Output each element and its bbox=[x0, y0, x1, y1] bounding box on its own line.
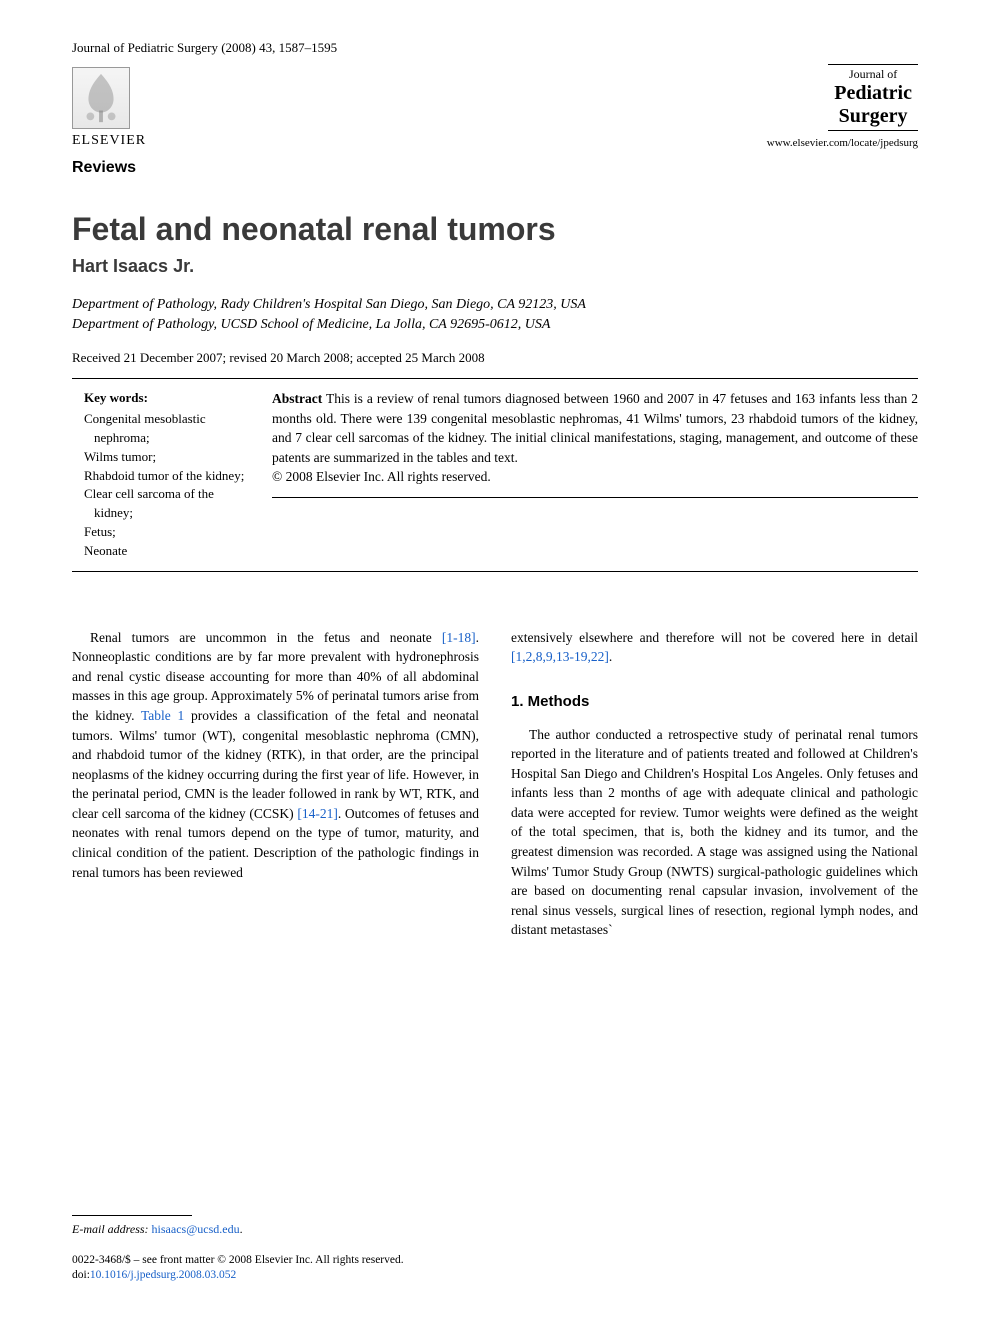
journal-logo-line2: Pediatric bbox=[834, 82, 912, 105]
keyword-item: Clear cell sarcoma of the kidney; bbox=[84, 485, 252, 523]
intro-continuation: extensively elsewhere and therefore will… bbox=[511, 628, 918, 667]
keywords-column: Key words: Congenital mesoblastic nephro… bbox=[72, 389, 252, 561]
article-dates: Received 21 December 2007; revised 20 Ma… bbox=[72, 350, 918, 366]
journal-logo-line1: Journal of bbox=[834, 67, 912, 82]
citation-link[interactable]: [1-18] bbox=[442, 630, 476, 645]
front-matter-line: 0022-3468/$ – see front matter © 2008 El… bbox=[72, 1253, 472, 1269]
page-footer: E-mail address: hisaacs@ucsd.edu. 0022-3… bbox=[72, 1215, 472, 1284]
header-row: Journal of Pediatric Surgery (2008) 43, … bbox=[72, 40, 918, 56]
footer-rule bbox=[72, 1215, 192, 1216]
keyword-item: Wilms tumor; bbox=[84, 448, 252, 467]
abstract-column: Abstract This is a review of renal tumor… bbox=[272, 389, 918, 498]
keyword-item: Rhabdoid tumor of the kidney; bbox=[84, 467, 252, 486]
intro-text: . bbox=[609, 649, 612, 664]
affiliations: Department of Pathology, Rady Children's… bbox=[72, 295, 918, 334]
affiliation-1: Department of Pathology, Rady Children's… bbox=[72, 295, 918, 315]
methods-paragraph: The author conducted a retrospective stu… bbox=[511, 725, 918, 940]
intro-paragraph: Renal tumors are uncommon in the fetus a… bbox=[72, 628, 479, 882]
keyword-item: Fetus; bbox=[84, 523, 252, 542]
methods-heading: 1. Methods bbox=[511, 691, 918, 713]
email-period: . bbox=[240, 1222, 243, 1236]
doi-label: doi: bbox=[72, 1269, 90, 1281]
elsevier-tree-icon bbox=[72, 67, 130, 129]
journal-logo: Journal of Pediatric Surgery bbox=[828, 64, 918, 131]
affiliation-2: Department of Pathology, UCSD School of … bbox=[72, 315, 918, 335]
journal-logo-block: Journal of Pediatric Surgery www.elsevie… bbox=[767, 64, 918, 149]
journal-url: www.elsevier.com/locate/jpedsurg bbox=[767, 137, 918, 149]
abstract-copyright: © 2008 Elsevier Inc. All rights reserved… bbox=[272, 467, 918, 487]
intro-text: provides a classification of the fetal a… bbox=[72, 708, 479, 821]
article-section-label: Reviews bbox=[72, 159, 918, 177]
email-link[interactable]: hisaacs@ucsd.edu bbox=[152, 1222, 240, 1236]
paper-title: Fetal and neonatal renal tumors bbox=[72, 211, 918, 248]
author-name: Hart Isaacs Jr. bbox=[72, 256, 918, 277]
keyword-item: Congenital mesoblastic nephroma; bbox=[84, 410, 252, 448]
citation-link[interactable]: [1,2,8,9,13-19,22] bbox=[511, 649, 609, 664]
intro-text: Renal tumors are uncommon in the fetus a… bbox=[90, 630, 442, 645]
abstract-block: Key words: Congenital mesoblastic nephro… bbox=[72, 378, 918, 572]
body-columns: Renal tumors are uncommon in the fetus a… bbox=[72, 628, 918, 940]
citation-text: Journal of Pediatric Surgery (2008) 43, … bbox=[72, 40, 337, 56]
doi-line: doi:10.1016/j.jpedsurg.2008.03.052 bbox=[72, 1268, 472, 1284]
publisher-name: ELSEVIER bbox=[72, 133, 146, 149]
citation-link[interactable]: [14-21] bbox=[297, 806, 338, 821]
keywords-label: Key words: bbox=[84, 389, 252, 408]
email-line: E-mail address: hisaacs@ucsd.edu. bbox=[72, 1222, 472, 1237]
doi-link[interactable]: 10.1016/j.jpedsurg.2008.03.052 bbox=[90, 1269, 236, 1281]
abstract-label: Abstract bbox=[272, 391, 322, 406]
intro-text: extensively elsewhere and therefore will… bbox=[511, 630, 918, 645]
journal-logo-line3: Surgery bbox=[834, 105, 912, 128]
publication-info: 0022-3468/$ – see front matter © 2008 El… bbox=[72, 1253, 472, 1284]
column-left: Renal tumors are uncommon in the fetus a… bbox=[72, 628, 479, 940]
table-link[interactable]: Table 1 bbox=[141, 708, 184, 723]
abstract-text: This is a review of renal tumors diagnos… bbox=[272, 391, 918, 465]
email-label: E-mail address: bbox=[72, 1222, 149, 1236]
logo-row: ELSEVIER Journal of Pediatric Surgery ww… bbox=[72, 64, 918, 149]
column-right: extensively elsewhere and therefore will… bbox=[511, 628, 918, 940]
publisher-block: ELSEVIER bbox=[72, 67, 146, 149]
keyword-item: Neonate bbox=[84, 542, 252, 561]
